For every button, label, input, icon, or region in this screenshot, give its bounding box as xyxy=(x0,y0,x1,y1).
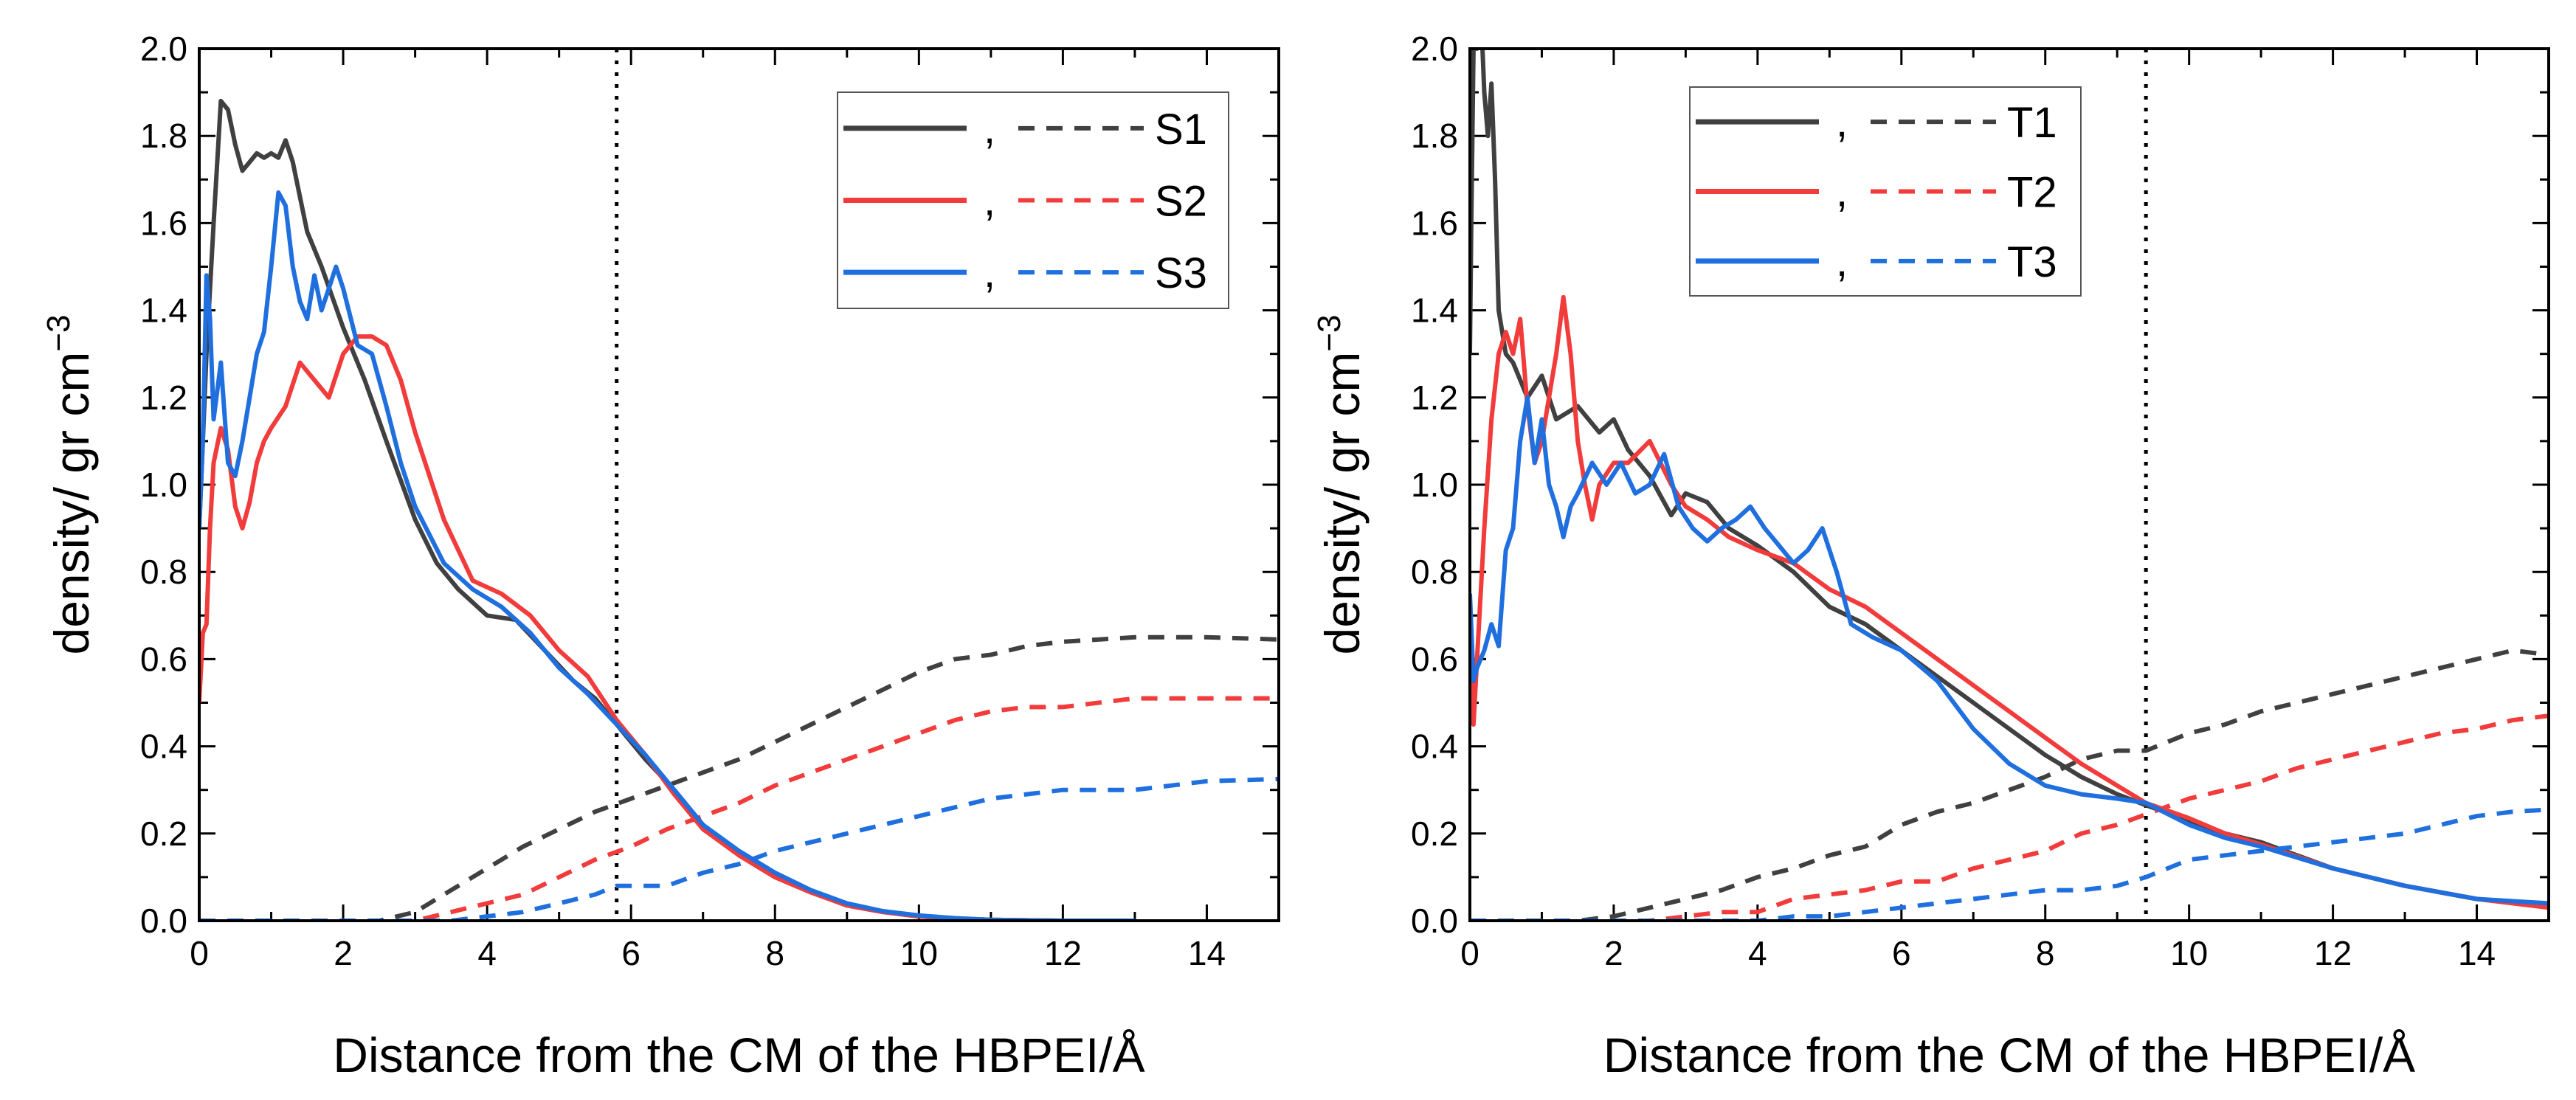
legend-separator: , xyxy=(984,177,995,225)
y-tick-label: 1.4 xyxy=(1411,291,1458,330)
y-tick-label: 1.8 xyxy=(140,117,187,155)
legend-label: T2 xyxy=(2007,169,2057,217)
series-T3-solid-line xyxy=(1470,395,2549,906)
x-tick-label: 6 xyxy=(1892,934,1911,972)
legend-label: S1 xyxy=(1155,105,1207,153)
x-tick-label: 12 xyxy=(1044,934,1082,972)
legend: , S1, S2, S3 xyxy=(837,91,1229,309)
y-axis-label-superscript: −3 xyxy=(1311,315,1347,352)
x-tick-label: 0 xyxy=(190,934,209,972)
y-axis-label-superscript: −3 xyxy=(41,315,77,352)
legend-separator: , xyxy=(984,105,995,153)
left-chart-panel: 0 2 4 6 8 10 12 14 0.0 0.2 0.4 0.6 0.8 1.0 1.2 1.4 1.6 1.… xyxy=(41,30,1280,1082)
y-tick-label: 0.0 xyxy=(1411,902,1458,940)
x-tick-label: 14 xyxy=(2458,934,2496,972)
x-tick-label: 12 xyxy=(2314,934,2352,972)
legend-label: T1 xyxy=(2007,99,2057,147)
y-tick-label: 1.8 xyxy=(1411,117,1458,155)
legend-label: T3 xyxy=(2007,238,2057,286)
y-tick-label: 1.6 xyxy=(140,204,187,242)
x-tick-label: 4 xyxy=(1748,934,1767,972)
series-S1-dashed-line xyxy=(199,634,1279,921)
x-tick-label: 10 xyxy=(900,934,938,972)
x-tick-label: 6 xyxy=(621,934,640,972)
y-tick-label: 0.6 xyxy=(1411,640,1458,678)
x-tick-label: 14 xyxy=(1188,934,1226,972)
series-S3-solid-line xyxy=(199,190,1135,921)
y-tick-label: 2.0 xyxy=(1411,30,1458,68)
legend: , T1, T2, T3 xyxy=(1689,86,2082,297)
y-tick-label: 1.0 xyxy=(1411,466,1458,504)
legend-separator: , xyxy=(1836,238,1848,286)
series-T1-dashed-line xyxy=(1470,648,2549,921)
x-tick-label: 0 xyxy=(1460,934,1479,972)
x-tick-label: 2 xyxy=(334,934,353,972)
x-axis-label: Distance from the CM of the HBPEI/Å xyxy=(333,1028,1144,1082)
plot-frame xyxy=(198,47,1280,922)
y-axis-label-text: density/ gr cm xyxy=(44,352,99,655)
y-tick-label: 0.2 xyxy=(1411,814,1458,853)
legend-label: S3 xyxy=(1155,249,1207,297)
x-tick-label: 8 xyxy=(765,934,784,972)
y-tick-label: 1.4 xyxy=(140,291,187,330)
x-tick-label: 8 xyxy=(2036,934,2055,972)
x-tick-label: 4 xyxy=(477,934,497,972)
legend-label: S2 xyxy=(1155,178,1207,226)
y-tick-label: 0.0 xyxy=(140,902,187,940)
y-tick-label: 2.0 xyxy=(140,30,187,68)
x-tick-label: 10 xyxy=(2170,934,2208,972)
legend-separator: , xyxy=(1836,98,1848,146)
right-chart-panel: 0 2 4 6 8 10 12 14 0.0 0.2 0.4 0.6 0.8 1.0 1.2 1.4 1.6 1.… xyxy=(1311,30,2550,1082)
y-tick-label: 1.2 xyxy=(140,378,187,417)
y-tick-label: 0.2 xyxy=(140,814,187,853)
legend-separator: , xyxy=(984,249,995,297)
plot-frame xyxy=(1468,47,2550,922)
y-tick-label: 1.0 xyxy=(140,466,187,504)
y-axis-label: density/ gr cm−3 xyxy=(41,315,99,655)
y-tick-label: 0.8 xyxy=(140,553,187,591)
series-S2-dashed-line xyxy=(199,696,1279,921)
legend-separator: , xyxy=(1836,168,1848,216)
x-axis-label: Distance from the CM of the HBPEI/Å xyxy=(1603,1028,2415,1082)
y-tick-label: 0.6 xyxy=(140,640,187,678)
y-tick-label: 1.6 xyxy=(1411,204,1458,242)
series-T2-dashed-line xyxy=(1470,713,2549,921)
y-tick-label: 1.2 xyxy=(1411,378,1458,417)
x-tick-label: 2 xyxy=(1604,934,1623,972)
y-axis-label: density/ gr cm−3 xyxy=(1311,315,1370,655)
y-tick-label: 0.8 xyxy=(1411,553,1458,591)
y-tick-label: 0.4 xyxy=(140,727,187,766)
y-axis-label-text: density/ gr cm xyxy=(1315,352,1370,655)
y-tick-label: 0.4 xyxy=(1411,727,1458,766)
